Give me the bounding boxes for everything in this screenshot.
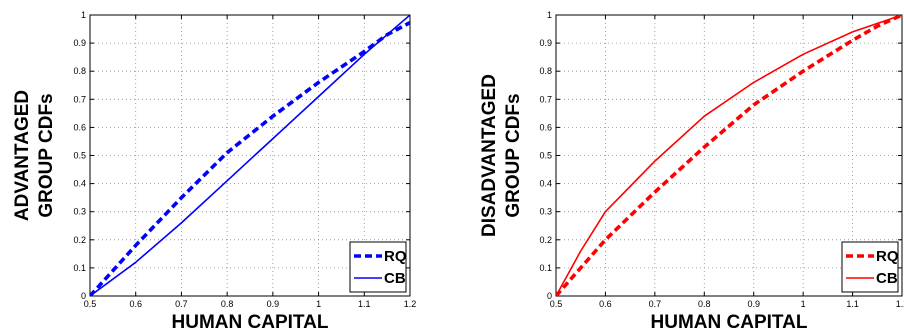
series-line-rq	[556, 15, 902, 296]
series-line-cb	[90, 15, 410, 296]
legend: RQ CB	[841, 241, 899, 293]
y-tick-label: 0.1	[539, 263, 552, 273]
x-tick-label: 0.8	[221, 299, 234, 309]
y-tick-label: 0.3	[73, 207, 86, 217]
y-axis-label-line-1: DISADVANTAGED	[479, 74, 500, 237]
legend-label-rq: RQ	[876, 248, 899, 265]
x-tick-label: 1.1	[846, 299, 859, 309]
y-tick-label: 0	[547, 291, 552, 301]
legend-label-cb: CB	[876, 270, 898, 287]
x-tick-label: 1	[801, 299, 806, 309]
x-tick-label: 1	[316, 299, 321, 309]
y-axis-label-line-2: GROUP CDFs	[36, 93, 57, 217]
x-tick-label: 0.8	[698, 299, 711, 309]
x-tick-label: 0.7	[649, 299, 662, 309]
y-tick-label: 0.2	[539, 235, 552, 245]
y-axis-label-line-2: GROUP CDFs	[503, 93, 524, 217]
y-axis-label-line-1: ADVANTAGED	[12, 90, 33, 221]
x-tick-label: 0.5	[550, 299, 563, 309]
y-tick-label: 0.2	[73, 235, 86, 245]
y-tick-label: 0.3	[539, 207, 552, 217]
x-tick-label: 0.6	[129, 299, 142, 309]
y-tick-label: 0.4	[73, 179, 86, 189]
y-tick-label: 0.1	[73, 263, 86, 273]
x-tick-label: 0.5	[84, 299, 97, 309]
x-tick-label: 1.2	[404, 299, 417, 309]
y-tick-label: 0.4	[539, 179, 552, 189]
y-tick-label: 1	[81, 10, 86, 20]
x-tick-label: 0.9	[267, 299, 280, 309]
x-axis-label: HUMAN CAPITAL	[172, 312, 329, 331]
y-tick-label: 0.6	[539, 122, 552, 132]
legend-label-rq: RQ	[384, 248, 407, 265]
right-panel: 0.5 0.6 0.7 0.8 0.9 1 1.1 1.2 0 0.1 0.2 0.3 0.4 0.5 0.…	[479, 10, 904, 331]
y-tick-label: 0.7	[73, 94, 86, 104]
series-line-cb	[556, 15, 902, 296]
y-tick-label: 0	[81, 291, 86, 301]
x-tick-label: 1.2	[896, 299, 904, 309]
y-tick-label: 0.9	[73, 38, 86, 48]
left-panel: 0.5 0.6 0.7 0.8 0.9 1 1.1 1.2 0 0.1 0.2 0.3 0.4 0.5 0.…	[12, 10, 417, 331]
y-tick-label: 0.8	[539, 66, 552, 76]
legend-label-cb: CB	[384, 270, 406, 287]
y-tick-label: 0.5	[539, 151, 552, 161]
x-tick-label: 0.6	[599, 299, 612, 309]
y-tick-label: 0.6	[73, 122, 86, 132]
y-tick-label: 1	[547, 10, 552, 20]
legend: RQ CB	[349, 241, 407, 293]
x-tick-label: 0.7	[175, 299, 188, 309]
x-axis-label: HUMAN CAPITAL	[651, 312, 808, 331]
x-tick-label: 0.9	[747, 299, 760, 309]
y-tick-label: 0.7	[539, 94, 552, 104]
legend-box	[349, 241, 407, 293]
y-tick-label: 0.5	[73, 151, 86, 161]
x-tick-label: 1.1	[358, 299, 371, 309]
y-tick-label: 0.8	[73, 66, 86, 76]
y-tick-label: 0.9	[539, 38, 552, 48]
legend-box	[841, 241, 899, 293]
